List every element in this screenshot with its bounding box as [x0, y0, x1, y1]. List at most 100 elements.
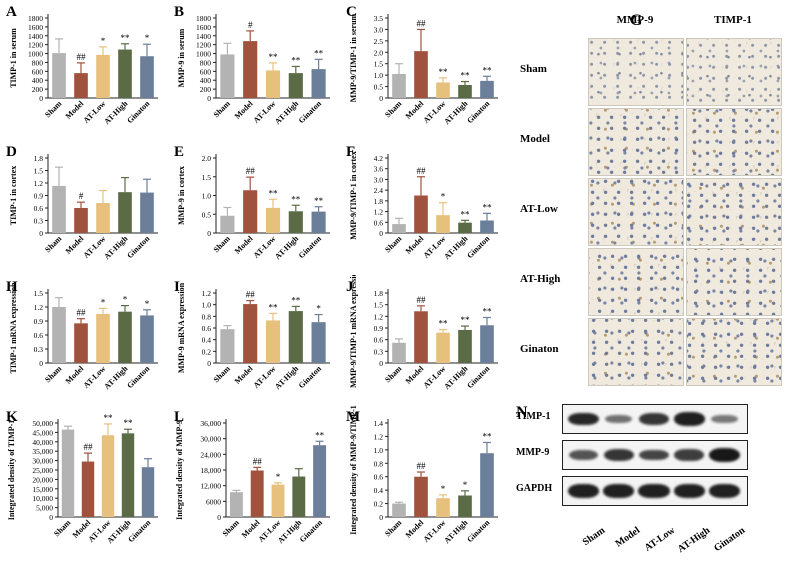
- x-tick-label: Sham: [43, 364, 63, 384]
- y-tick-label: 1000: [28, 50, 43, 59]
- bar-AT-Low: [96, 54, 110, 98]
- y-tick-label: 1.0: [202, 192, 212, 201]
- y-tick-label: 10,000: [32, 494, 53, 503]
- histology-image: [686, 178, 782, 246]
- x-tick-label: Sham: [52, 518, 72, 538]
- significance-mark: **: [461, 209, 471, 219]
- significance-mark: *: [101, 36, 106, 46]
- bar-Sham: [392, 503, 406, 517]
- significance-mark: ##: [84, 442, 94, 452]
- bar-Ginaton: [140, 315, 154, 363]
- histology-image: [686, 108, 782, 176]
- y-tick-label: 0.6: [34, 331, 44, 340]
- significance-mark: ##: [417, 295, 427, 305]
- panel-label: E: [174, 144, 184, 160]
- y-tick-label: 0: [49, 513, 53, 522]
- column-header: MMP-9: [616, 14, 654, 26]
- bar-AT-High: [458, 495, 472, 517]
- significance-mark: **: [291, 295, 301, 305]
- significance-mark: *: [441, 192, 446, 202]
- blot-band: [605, 414, 633, 424]
- y-tick-label: 36,000: [200, 419, 221, 428]
- y-tick-label: 0.8: [202, 312, 212, 321]
- y-tick-label: 0.5: [202, 210, 212, 219]
- bar-Model: [414, 311, 428, 363]
- y-tick-label: 0.3: [34, 345, 44, 354]
- x-tick-label: Ginaton: [465, 518, 492, 545]
- y-tick-label: 1.8: [34, 154, 44, 163]
- bar-Ginaton: [480, 325, 494, 363]
- x-tick-label: AT-High: [442, 364, 470, 392]
- bar-AT-High: [288, 311, 303, 363]
- panel-label: H: [6, 279, 18, 295]
- y-tick-label: 0.4: [202, 336, 212, 345]
- bar-Sham: [52, 307, 66, 363]
- panel-label: L: [174, 409, 184, 425]
- y-tick-label: 4.2: [374, 154, 384, 163]
- panel-label: F: [346, 144, 355, 160]
- x-tick-label: Ginaton: [125, 234, 152, 261]
- bar-Ginaton: [313, 445, 327, 517]
- bar-Sham: [220, 54, 235, 98]
- y-tick-label: 1400: [28, 32, 43, 41]
- y-tick-label: 2.0: [202, 154, 212, 163]
- y-tick-label: 0.5: [374, 83, 384, 92]
- y-tick-label: 800: [32, 58, 44, 67]
- y-tick-label: 2.0: [374, 48, 384, 57]
- x-tick-label: Ginaton: [297, 364, 324, 391]
- blot-row-label: TIMP-1: [516, 411, 551, 422]
- chart-F: F 0 0.61.2 1.8 2.4 3.03.6 4.2 MMP-9/TIMP-1 in c…: [346, 144, 498, 262]
- y-tick-label: 0.6: [374, 473, 384, 482]
- y-tick-label: 2.4: [374, 186, 384, 195]
- x-tick-label: AT-High: [276, 518, 304, 546]
- y-tick-label: 400: [32, 76, 44, 85]
- blot-band: [569, 450, 598, 460]
- bar-AT-High: [288, 73, 303, 98]
- chart-L: L 0 6000 12,000 18,000 24,000 30,000 36,000 Inte…: [174, 409, 330, 546]
- x-tick-label: AT-High: [273, 99, 301, 127]
- y-axis-label: MMP-9/TIMP-1 mRNA expression: [349, 275, 358, 388]
- bar-AT-High: [288, 211, 303, 233]
- y-tick-label: 45,000: [32, 428, 53, 437]
- y-tick-label: 1.5: [374, 301, 384, 310]
- y-tick-label: 1.4: [374, 419, 384, 428]
- panel-label: B: [174, 4, 184, 20]
- significance-mark: **: [439, 319, 449, 329]
- y-tick-label: 30,000: [32, 457, 53, 466]
- blot-band: [711, 415, 738, 423]
- y-axis-label: Integrated density of MMP-9: [175, 420, 184, 520]
- panel-label: J: [346, 279, 354, 295]
- y-tick-label: 3.0: [374, 175, 384, 184]
- y-tick-label: 0.6: [374, 218, 384, 227]
- x-tick-label: Sham: [43, 234, 63, 254]
- bar-Model: [243, 304, 258, 363]
- y-tick-label: 24,000: [200, 450, 221, 459]
- y-tick-label: 0.6: [34, 204, 44, 213]
- blot-band: [568, 484, 600, 498]
- significance-mark: **: [121, 33, 131, 43]
- y-tick-label: 0: [39, 229, 43, 238]
- significance-mark: **: [314, 196, 324, 206]
- y-tick-label: 0: [379, 94, 383, 103]
- y-axis-label: Integrated density of TIMP-1: [7, 420, 16, 521]
- y-tick-label: 25,000: [32, 466, 53, 475]
- row-label: Ginaton: [520, 343, 559, 355]
- bar-Sham: [52, 185, 66, 233]
- x-tick-label: AT-High: [442, 234, 470, 262]
- blot-band: [639, 413, 669, 425]
- blot-band: [568, 412, 599, 426]
- bar-Sham: [220, 215, 235, 233]
- y-tick-label: 1800: [196, 14, 211, 23]
- bar-AT-Low: [96, 314, 110, 363]
- significance-mark: **: [461, 315, 471, 325]
- significance-mark: **: [269, 188, 279, 198]
- significance-mark: **: [291, 55, 301, 65]
- y-axis-label: TIMP-1 mRNA expression: [9, 282, 18, 374]
- y-tick-label: 1.2: [202, 289, 212, 298]
- histology-image: [686, 38, 782, 106]
- blot-band: [603, 484, 635, 498]
- panel-label: I: [174, 279, 180, 295]
